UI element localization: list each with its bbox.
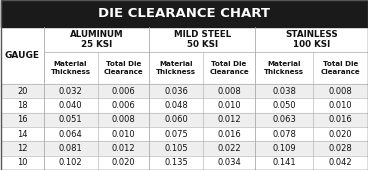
Text: 0.008: 0.008 <box>329 87 353 96</box>
Text: 0.109: 0.109 <box>272 144 296 153</box>
Text: Total Die
Clearance: Total Die Clearance <box>104 62 143 74</box>
Bar <box>1 127 368 141</box>
Text: 0.032: 0.032 <box>59 87 82 96</box>
Text: 0.006: 0.006 <box>112 101 135 110</box>
Text: 0.036: 0.036 <box>164 87 188 96</box>
Text: 0.102: 0.102 <box>59 158 82 167</box>
Text: 0.051: 0.051 <box>59 115 82 124</box>
Text: MILD STEEL
50 KSI: MILD STEEL 50 KSI <box>174 30 231 49</box>
Text: 0.064: 0.064 <box>59 130 82 139</box>
Text: 0.016: 0.016 <box>329 115 353 124</box>
Text: 14: 14 <box>17 130 28 139</box>
Text: 10: 10 <box>17 158 28 167</box>
Bar <box>1 0 368 27</box>
Text: 0.034: 0.034 <box>217 158 241 167</box>
Text: 0.040: 0.040 <box>59 101 82 110</box>
Text: 0.012: 0.012 <box>217 115 241 124</box>
Bar <box>1 98 368 113</box>
Bar <box>1 156 368 170</box>
Bar <box>1 84 368 98</box>
Text: 12: 12 <box>17 144 28 153</box>
Text: 0.008: 0.008 <box>217 87 241 96</box>
Text: 0.010: 0.010 <box>217 101 241 110</box>
Text: 0.020: 0.020 <box>112 158 135 167</box>
Text: 16: 16 <box>17 115 28 124</box>
Text: 0.010: 0.010 <box>329 101 353 110</box>
Text: 20: 20 <box>17 87 28 96</box>
Text: 0.012: 0.012 <box>112 144 135 153</box>
Text: Material
Thickness: Material Thickness <box>264 62 304 74</box>
Text: Material
Thickness: Material Thickness <box>156 62 196 74</box>
Text: Total Die
Clearance: Total Die Clearance <box>321 62 361 74</box>
Text: 0.105: 0.105 <box>164 144 188 153</box>
Text: 0.060: 0.060 <box>164 115 188 124</box>
Text: 0.078: 0.078 <box>272 130 296 139</box>
Text: DIE CLEARANCE CHART: DIE CLEARANCE CHART <box>98 7 270 20</box>
Text: 0.042: 0.042 <box>329 158 353 167</box>
Text: 0.016: 0.016 <box>217 130 241 139</box>
Text: 0.038: 0.038 <box>272 87 296 96</box>
Bar <box>1 113 368 127</box>
Text: GAUGE: GAUGE <box>5 51 40 60</box>
Text: 0.010: 0.010 <box>112 130 135 139</box>
Text: 0.020: 0.020 <box>329 130 353 139</box>
Text: 0.006: 0.006 <box>112 87 135 96</box>
Text: 0.141: 0.141 <box>272 158 296 167</box>
Text: 0.135: 0.135 <box>164 158 188 167</box>
Text: 0.048: 0.048 <box>164 101 188 110</box>
Text: Material
Thickness: Material Thickness <box>51 62 91 74</box>
Text: 0.050: 0.050 <box>272 101 296 110</box>
Bar <box>1 141 368 156</box>
Text: 0.081: 0.081 <box>59 144 82 153</box>
Text: 0.008: 0.008 <box>112 115 135 124</box>
Text: 18: 18 <box>17 101 28 110</box>
Text: Total Die
Clearance: Total Die Clearance <box>209 62 249 74</box>
Text: 0.022: 0.022 <box>217 144 241 153</box>
Text: ALUMINUM
25 KSI: ALUMINUM 25 KSI <box>70 30 123 49</box>
Text: 0.075: 0.075 <box>164 130 188 139</box>
Text: STAINLESS
100 KSI: STAINLESS 100 KSI <box>285 30 338 49</box>
Text: 0.028: 0.028 <box>329 144 353 153</box>
Text: 0.063: 0.063 <box>272 115 296 124</box>
